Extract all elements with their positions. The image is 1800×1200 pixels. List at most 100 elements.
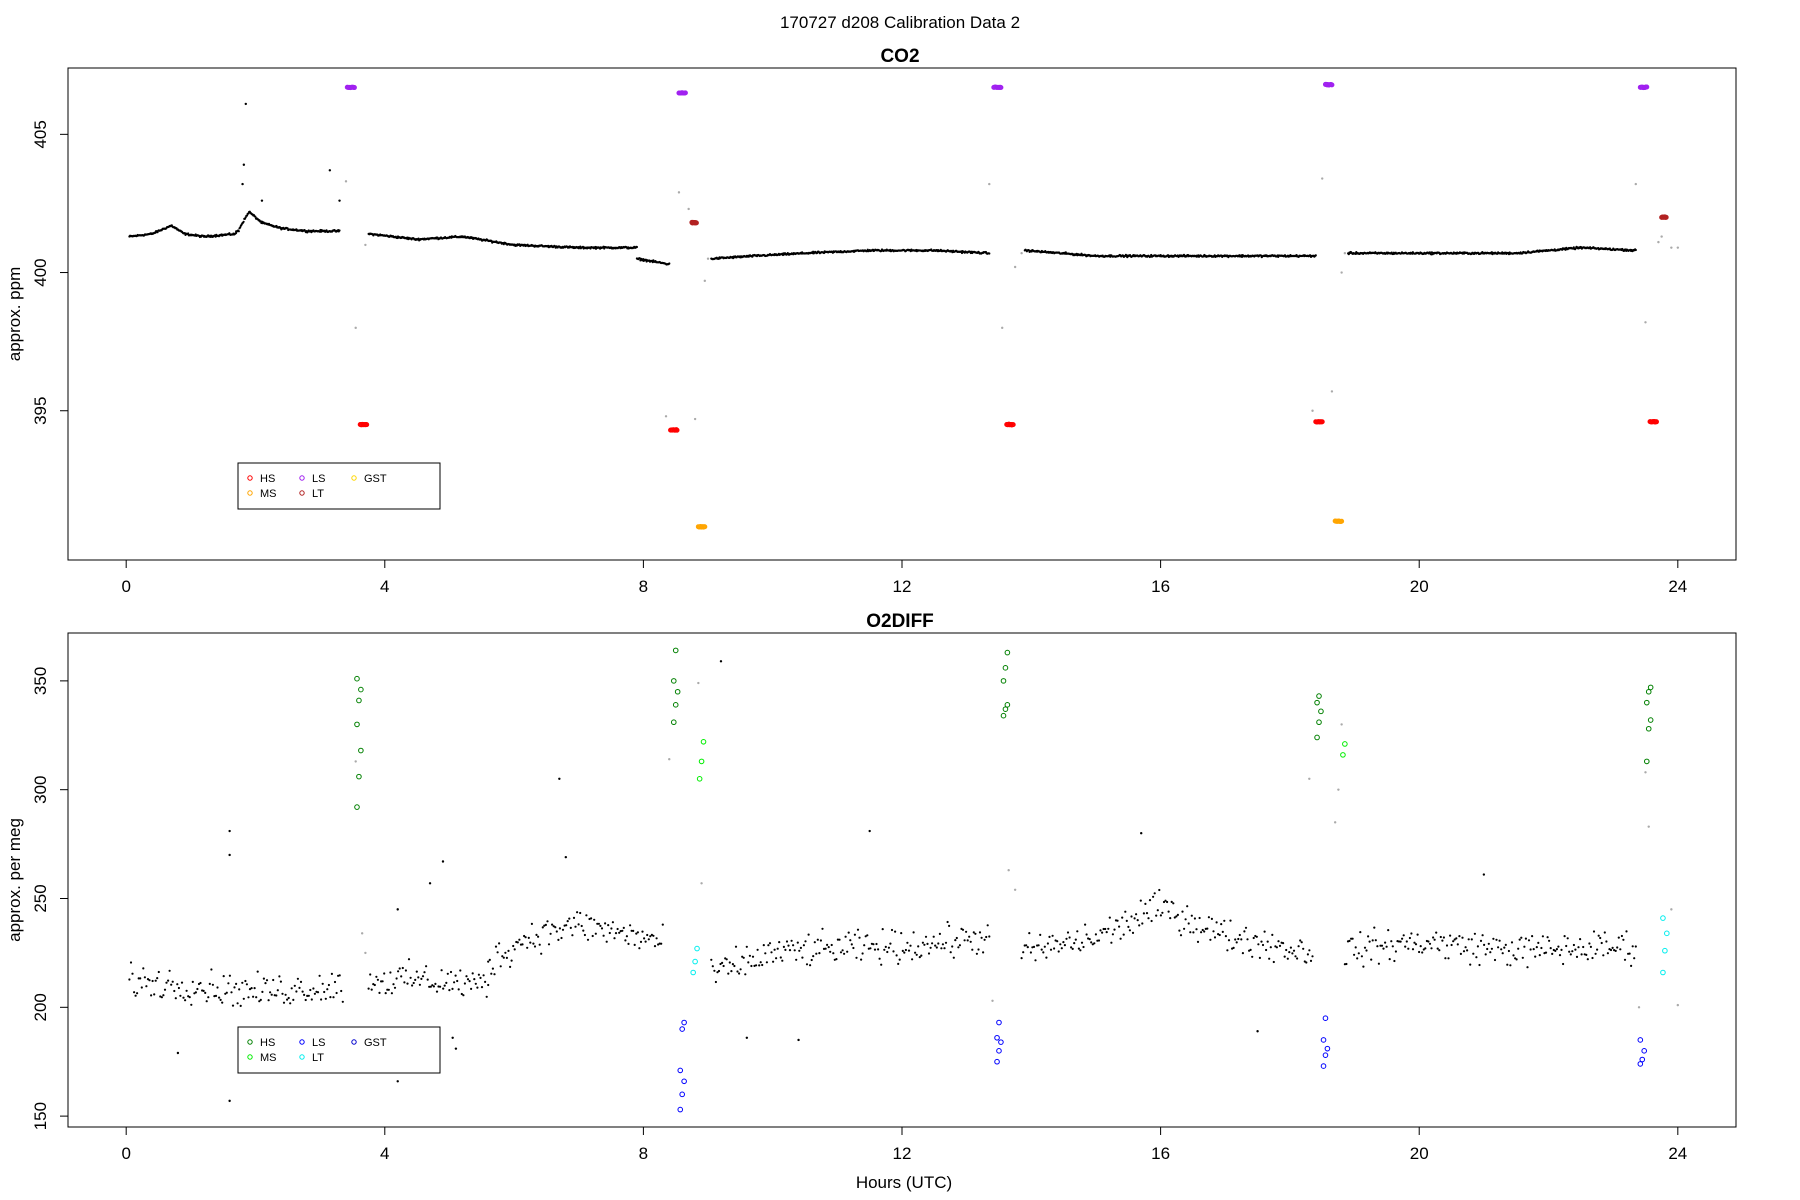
data-point xyxy=(1097,939,1101,942)
data-point xyxy=(401,966,404,970)
data-point xyxy=(1363,946,1367,949)
x-tick-label: 24 xyxy=(1668,577,1687,596)
data-point xyxy=(1548,939,1551,942)
calibration-point-ms xyxy=(702,524,708,530)
data-point xyxy=(1628,952,1631,955)
data-point xyxy=(428,985,431,988)
data-point xyxy=(647,938,650,941)
data-point xyxy=(599,924,602,928)
data-point xyxy=(618,931,621,934)
flagged-point xyxy=(988,182,991,186)
data-point xyxy=(813,941,816,944)
data-point xyxy=(449,970,453,974)
data-point xyxy=(897,962,900,966)
data-point xyxy=(157,970,160,974)
data-point xyxy=(1285,948,1288,952)
data-point xyxy=(1070,946,1073,949)
data-point xyxy=(384,992,387,995)
y-tick-label: 300 xyxy=(31,775,50,803)
data-point xyxy=(145,985,148,988)
data-point xyxy=(1571,950,1574,953)
data-point xyxy=(1512,954,1515,957)
data-point xyxy=(231,1004,235,1007)
calibration-point-lt xyxy=(693,220,699,226)
data-point xyxy=(1631,945,1634,948)
data-point xyxy=(1551,952,1554,956)
data-point xyxy=(445,981,448,985)
data-point xyxy=(1227,939,1231,942)
calibration-point-lt xyxy=(1663,214,1669,220)
data-point xyxy=(480,986,484,989)
data-point xyxy=(549,932,552,935)
calibration-point-hs xyxy=(672,647,679,654)
data-point xyxy=(471,972,474,975)
data-point xyxy=(657,943,660,946)
outlier-point xyxy=(228,853,231,857)
data-point xyxy=(246,214,249,217)
data-point xyxy=(367,987,370,990)
data-point xyxy=(1473,932,1476,935)
data-point xyxy=(1411,948,1415,951)
data-point xyxy=(199,981,202,985)
data-point xyxy=(621,929,624,932)
data-point xyxy=(1173,916,1176,919)
data-point xyxy=(1487,942,1490,945)
data-point xyxy=(524,936,527,939)
data-point xyxy=(254,215,257,218)
data-point xyxy=(1362,965,1365,968)
data-point xyxy=(836,938,840,941)
data-point xyxy=(180,981,184,984)
data-point xyxy=(952,956,955,959)
data-point xyxy=(1589,945,1592,949)
data-point xyxy=(1582,945,1585,949)
o2diff-legend: HS MS LS LT GST xyxy=(237,1026,441,1074)
data-point xyxy=(1469,963,1472,966)
legend-label: GST xyxy=(364,1037,387,1049)
flagged-point xyxy=(687,207,690,211)
o2diff-y-axis-label: approx. per meg xyxy=(5,818,24,942)
data-point xyxy=(1162,900,1166,904)
data-point xyxy=(1575,955,1579,959)
data-point xyxy=(1148,899,1152,902)
outlier-point xyxy=(454,1047,458,1050)
data-point xyxy=(1354,946,1357,949)
data-point xyxy=(238,988,241,991)
data-point xyxy=(213,995,216,998)
data-point xyxy=(150,994,153,997)
data-point xyxy=(324,997,327,1000)
data-point xyxy=(437,985,440,988)
data-point xyxy=(1602,954,1605,957)
data-point xyxy=(722,964,725,968)
data-point xyxy=(188,996,191,999)
data-point xyxy=(880,963,883,966)
x-tick-label: 8 xyxy=(639,1144,648,1163)
data-point xyxy=(1599,936,1602,940)
data-point xyxy=(128,978,131,981)
calibration-point-ms xyxy=(698,758,705,765)
legend-marker xyxy=(299,475,305,481)
data-point xyxy=(1418,950,1421,954)
data-point xyxy=(1356,957,1359,960)
data-point xyxy=(1088,938,1091,941)
data-point xyxy=(636,931,640,934)
data-point xyxy=(767,944,770,947)
data-point xyxy=(431,984,434,987)
data-point xyxy=(1198,916,1201,920)
data-point xyxy=(244,979,247,983)
data-point xyxy=(1311,955,1314,958)
data-point xyxy=(1218,933,1221,937)
flagged-point xyxy=(1676,1003,1680,1007)
data-point xyxy=(421,975,425,978)
data-point xyxy=(985,935,988,939)
data-point xyxy=(185,989,188,992)
data-point xyxy=(330,972,333,976)
data-point xyxy=(1600,941,1603,945)
data-point xyxy=(1410,932,1413,935)
data-point xyxy=(1265,948,1268,952)
data-point xyxy=(1394,950,1397,953)
data-point xyxy=(395,977,398,980)
data-point xyxy=(214,994,218,998)
calibration-point-hs xyxy=(674,688,681,695)
data-point xyxy=(1268,957,1271,960)
data-point xyxy=(557,938,560,942)
